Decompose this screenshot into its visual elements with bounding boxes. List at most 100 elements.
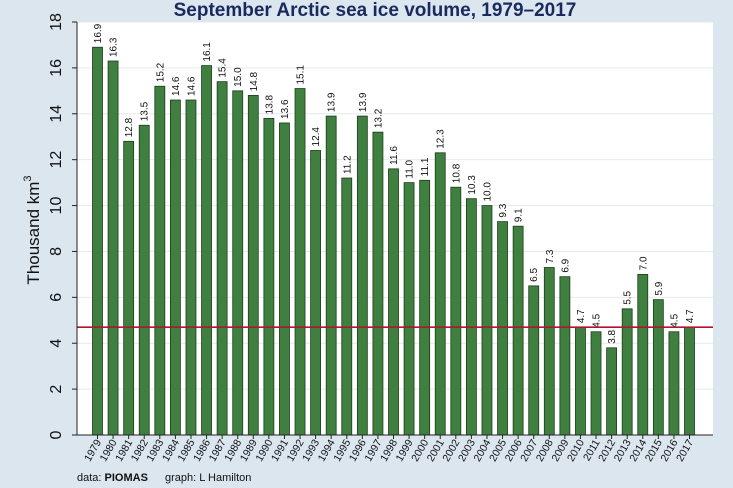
data-label: 15.4 bbox=[218, 58, 229, 78]
bar bbox=[216, 81, 228, 436]
data-label: 16.3 bbox=[109, 37, 120, 57]
data-label: 13.2 bbox=[373, 108, 384, 128]
bar bbox=[325, 115, 337, 436]
bar bbox=[403, 182, 415, 436]
data-label: 11.6 bbox=[389, 146, 400, 165]
data-label: 10.3 bbox=[467, 175, 478, 195]
bar bbox=[606, 347, 618, 436]
data-label: 6.9 bbox=[560, 258, 571, 272]
bar bbox=[138, 124, 150, 436]
data-label: 14.6 bbox=[186, 76, 197, 96]
bar bbox=[481, 205, 493, 436]
data-label: 13.8 bbox=[264, 94, 275, 114]
bar bbox=[372, 131, 384, 436]
y-tick-label: 4 bbox=[48, 339, 65, 348]
bar bbox=[497, 221, 508, 436]
data-label: 3.8 bbox=[607, 329, 618, 343]
bar bbox=[341, 177, 353, 436]
data-label: 10.0 bbox=[482, 182, 493, 202]
data-label: 7.0 bbox=[638, 256, 649, 270]
bar bbox=[434, 152, 446, 436]
bar bbox=[528, 285, 540, 436]
bar bbox=[201, 65, 212, 436]
bar bbox=[637, 273, 649, 436]
data-label: 4.7 bbox=[576, 309, 587, 323]
y-tick-label: 2 bbox=[48, 385, 65, 394]
data-label: 13.9 bbox=[358, 92, 369, 112]
data-label: 14.8 bbox=[249, 72, 260, 92]
data-label: 15.0 bbox=[233, 67, 244, 87]
x-tick-label: 2017 bbox=[674, 437, 696, 463]
y-tick-label: 16 bbox=[48, 59, 65, 77]
y-tick-label: 18 bbox=[48, 13, 65, 31]
bar bbox=[575, 326, 586, 436]
y-tick-label: 6 bbox=[48, 293, 65, 302]
data-label: 14.6 bbox=[171, 76, 182, 96]
y-tick-label: 8 bbox=[48, 247, 65, 256]
data-labels: 16.9 16.3 12.8 13.5 15.2 14.6 14.6 16.1 15.4 15.0… bbox=[93, 23, 696, 343]
data-label: 15.1 bbox=[296, 65, 307, 85]
bar bbox=[668, 331, 680, 436]
bar bbox=[169, 99, 181, 436]
data-label: 5.9 bbox=[654, 281, 665, 295]
data-label: 13.6 bbox=[280, 99, 291, 119]
data-label: 6.5 bbox=[529, 268, 540, 282]
bar bbox=[247, 95, 259, 436]
data-label: 12.3 bbox=[436, 129, 447, 149]
data-label: 11.1 bbox=[420, 157, 431, 176]
data-label: 11.2 bbox=[342, 155, 353, 174]
bar bbox=[543, 267, 555, 436]
bar bbox=[684, 326, 695, 436]
bar bbox=[92, 46, 103, 436]
bar bbox=[310, 150, 322, 436]
footer: data: PIOMAS graph: L Hamilton bbox=[77, 472, 251, 484]
bar bbox=[590, 331, 602, 436]
data-label: 15.2 bbox=[155, 62, 166, 82]
y-tick-label: 10 bbox=[48, 197, 65, 215]
bar bbox=[388, 168, 399, 436]
bar bbox=[559, 276, 571, 436]
bar bbox=[419, 179, 431, 436]
data-label: 4.7 bbox=[685, 309, 696, 323]
data-label: 13.9 bbox=[327, 92, 338, 112]
data-label: 5.5 bbox=[623, 290, 634, 304]
data-label: 7.3 bbox=[545, 249, 556, 263]
bars bbox=[92, 46, 695, 436]
bar bbox=[123, 140, 135, 436]
bar bbox=[185, 99, 197, 436]
data-label: 9.1 bbox=[514, 208, 525, 222]
footer-data-prefix: data: bbox=[77, 472, 102, 484]
bar bbox=[279, 122, 290, 436]
y-axis-label: Thousand km3 bbox=[22, 175, 43, 284]
bar bbox=[450, 186, 462, 436]
y-tick-label: 0 bbox=[48, 430, 65, 439]
y-tick-label: 12 bbox=[48, 151, 65, 169]
bar bbox=[154, 85, 166, 436]
chart-title: September Arctic sea ice volume, 1979–20… bbox=[174, 0, 577, 21]
data-label: 9.3 bbox=[498, 203, 509, 217]
axes: 0246810121416181979198019811982198319841… bbox=[48, 13, 713, 464]
data-label: 4.5 bbox=[669, 313, 680, 327]
y-axis-label-text: Thousand km bbox=[24, 182, 43, 285]
data-label: 12.4 bbox=[311, 127, 322, 147]
data-label: 16.1 bbox=[202, 42, 213, 62]
bar bbox=[356, 115, 368, 436]
data-label: 11.0 bbox=[405, 159, 416, 178]
data-label: 4.5 bbox=[592, 313, 603, 327]
bar bbox=[652, 299, 664, 436]
y-axis-label-superscript: 3 bbox=[22, 175, 34, 181]
data-label: 12.8 bbox=[124, 117, 135, 137]
bar bbox=[294, 88, 306, 436]
y-tick-label: 14 bbox=[48, 105, 65, 123]
data-label: 13.5 bbox=[140, 101, 151, 121]
bar bbox=[232, 90, 244, 436]
data-label: 16.9 bbox=[93, 23, 104, 43]
bar bbox=[465, 198, 477, 436]
bar bbox=[107, 60, 119, 436]
bar bbox=[512, 225, 524, 436]
footer-credit: graph: L Hamilton bbox=[165, 472, 252, 484]
data-label: 10.8 bbox=[451, 163, 462, 183]
footer-data-source: PIOMAS bbox=[104, 472, 148, 484]
bar bbox=[263, 117, 275, 436]
